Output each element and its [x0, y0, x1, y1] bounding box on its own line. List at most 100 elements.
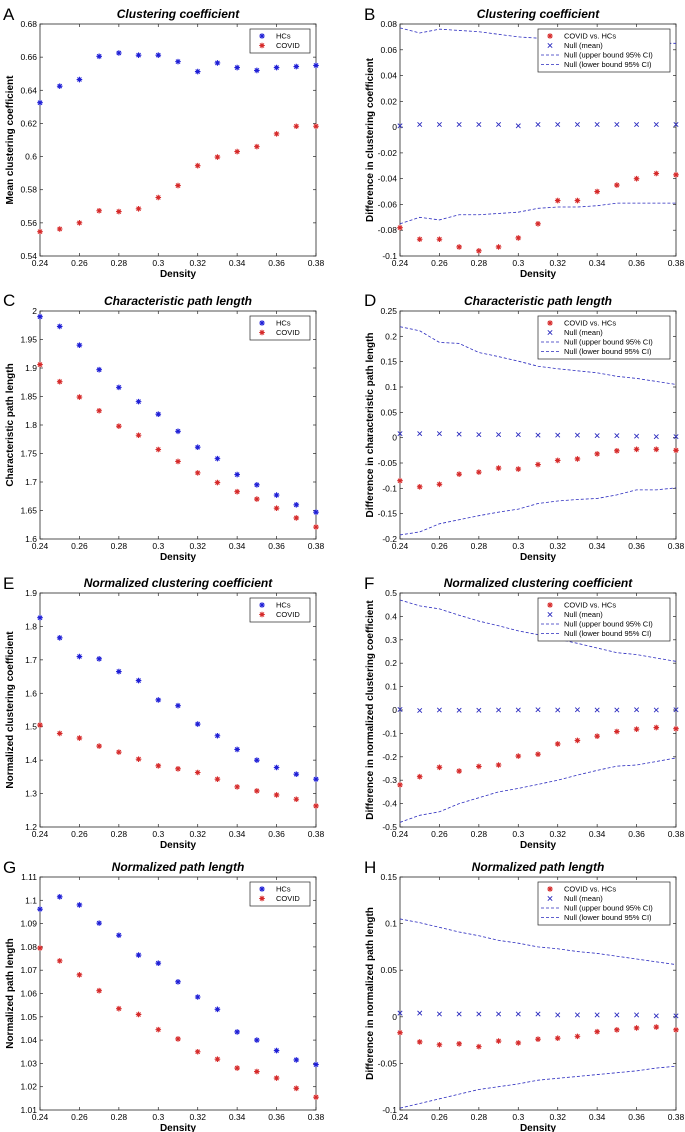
legend-label: Null (lower bound 95% CI) — [564, 913, 652, 922]
data-point — [653, 170, 660, 177]
data-point — [273, 792, 280, 798]
data-point — [273, 64, 280, 71]
data-point — [234, 471, 240, 478]
data-point — [175, 458, 181, 465]
y-tick-label: 0.62 — [20, 118, 37, 128]
data-point — [155, 52, 162, 58]
series-0 — [37, 50, 319, 106]
y-tick-label: 0.2 — [385, 331, 397, 341]
data-point — [175, 702, 181, 709]
data-point — [155, 446, 162, 453]
series-line — [399, 918, 677, 966]
data-point — [37, 361, 43, 368]
y-tick-label: 1.6 — [25, 688, 37, 698]
y-tick-label: 1.65 — [20, 506, 37, 516]
y-axis-label: Difference in characteristic path length — [365, 332, 376, 517]
data-point — [116, 932, 122, 939]
panel-e: E Normalized clustering coefficient 0.24 0.… — [3, 574, 325, 851]
data-point — [397, 707, 403, 713]
data-point — [293, 515, 300, 521]
data-point — [416, 1039, 423, 1045]
legend-marker — [547, 33, 553, 39]
data-point — [116, 668, 122, 675]
x-tick-label: 0.26 — [71, 258, 88, 268]
plot-area — [39, 592, 317, 828]
data-point — [653, 434, 659, 440]
x-tick-label: 0.36 — [628, 258, 645, 268]
data-point — [194, 470, 201, 476]
data-point — [194, 68, 201, 75]
series-1 — [37, 945, 319, 1100]
legend-box — [249, 881, 311, 907]
y-tick-label: 1.5 — [25, 722, 37, 732]
data-point — [273, 505, 280, 512]
y-tick-label: -0.02 — [378, 148, 398, 158]
legend-label: HCs — [276, 319, 291, 328]
series-3 — [399, 202, 676, 225]
y-tick-label: 0.05 — [380, 965, 397, 975]
x-tick-label: 0.34 — [589, 541, 606, 551]
data-point — [37, 228, 43, 235]
x-tick-label: 0.24 — [32, 829, 49, 839]
x-tick-label: 0.26 — [71, 829, 88, 839]
x-tick-label: 0.3 — [512, 258, 524, 268]
data-point — [417, 1010, 423, 1016]
data-point — [214, 60, 221, 66]
y-tick-label: 1.95 — [20, 335, 37, 345]
data-point — [135, 205, 142, 212]
data-point — [476, 248, 482, 254]
data-point — [633, 1025, 640, 1031]
data-point — [214, 1056, 221, 1063]
y-tick-label: -0.15 — [378, 509, 398, 519]
x-tick-label: 0.24 — [392, 1112, 409, 1122]
y-axis-label: Difference in normalized path length — [365, 907, 376, 1080]
data-point — [155, 1026, 162, 1033]
x-tick-label: 0.26 — [71, 541, 88, 551]
data-point — [254, 1068, 260, 1075]
x-tick-label: 0.34 — [589, 829, 606, 839]
legend-label: COVID — [276, 894, 300, 903]
data-point — [456, 471, 462, 477]
data-point — [313, 509, 319, 516]
data-point — [574, 707, 580, 713]
data-point — [273, 1047, 280, 1054]
data-point — [456, 707, 462, 713]
series-0 — [397, 170, 679, 254]
data-point — [116, 384, 122, 391]
x-tick-label: 0.32 — [189, 541, 206, 551]
x-tick-label: 0.3 — [512, 829, 524, 839]
data-point — [496, 1011, 502, 1017]
data-point — [653, 122, 659, 128]
y-tick-label: 0 — [392, 433, 397, 443]
data-point — [515, 466, 522, 472]
data-point — [293, 796, 300, 803]
y-tick-label: 1.02 — [20, 1082, 37, 1092]
data-point — [515, 1040, 522, 1046]
data-point — [254, 496, 260, 502]
y-tick-label: 0.2 — [385, 658, 397, 668]
y-tick-label: 1.11 — [21, 872, 37, 882]
data-point — [673, 725, 679, 732]
data-point — [96, 407, 102, 414]
series-3 — [399, 487, 677, 536]
data-point — [495, 244, 502, 250]
y-tick-label: -0.5 — [382, 822, 397, 832]
x-tick-label: 0.38 — [668, 258, 685, 268]
data-point — [535, 1036, 541, 1042]
y-tick-label: 1.8 — [25, 420, 37, 430]
chart-title: Normalized path length — [472, 860, 605, 874]
x-axis-label: Density — [160, 1123, 197, 1132]
data-point — [574, 737, 581, 744]
data-point — [574, 1033, 581, 1040]
y-tick-label: 0 — [392, 705, 397, 715]
data-point — [535, 751, 541, 758]
legend-label: COVID vs. HCs — [564, 32, 616, 41]
data-point — [96, 656, 102, 662]
legend-marker — [547, 602, 553, 608]
x-tick-label: 0.38 — [668, 829, 685, 839]
legend-marker — [547, 42, 553, 49]
data-point — [96, 920, 102, 926]
data-point — [515, 1011, 521, 1017]
x-tick-label: 0.32 — [549, 829, 566, 839]
